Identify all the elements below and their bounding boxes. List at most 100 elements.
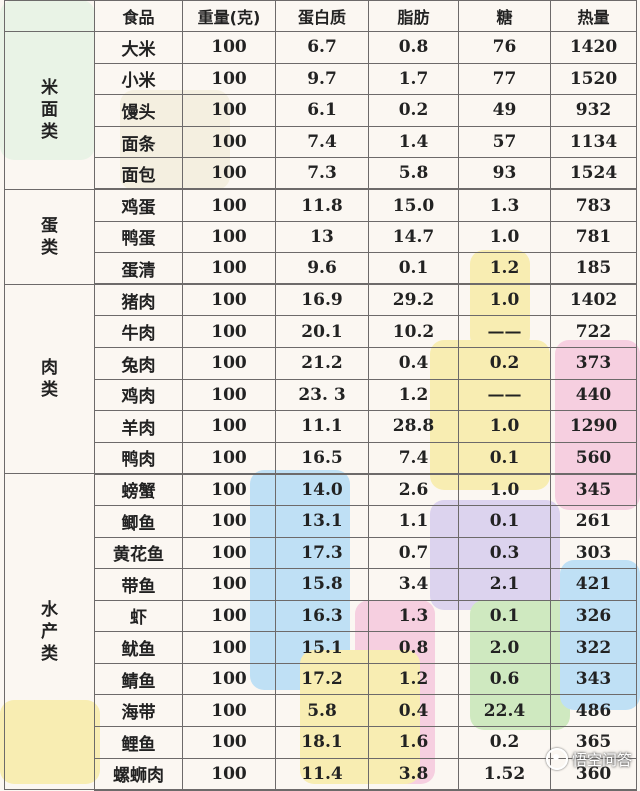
- calories-value: 1524: [550, 157, 637, 191]
- sugar-value: 1.0: [458, 283, 551, 317]
- protein-value: 11.4: [275, 757, 369, 791]
- calories-value: 560: [550, 441, 637, 475]
- header-row: 食品 重量(克) 蛋白质 脂肪 糖 热量: [4, 0, 637, 32]
- weight-value: 100: [182, 473, 276, 506]
- protein-value: 5.8: [275, 694, 369, 728]
- header-protein: 蛋白质: [275, 0, 369, 32]
- weight-value: 100: [182, 252, 276, 286]
- food-name: 带鱼: [94, 568, 183, 601]
- calories-value: 303: [550, 536, 637, 570]
- fat-value: 0.8: [368, 31, 459, 64]
- fat-value: 29.2: [368, 283, 459, 317]
- fat-value: 7.4: [368, 441, 459, 475]
- watermark-text: 悟空问答: [571, 750, 632, 769]
- fat-value: 28.8: [368, 410, 459, 443]
- protein-value: 16.3: [275, 599, 369, 633]
- weight-value: 100: [182, 536, 276, 570]
- calories-value: 1290: [550, 410, 637, 443]
- category-label: 肉类: [41, 358, 58, 401]
- weight-value: 100: [182, 410, 276, 443]
- food-name: 面包: [94, 157, 183, 191]
- food-name: 虾: [94, 599, 183, 633]
- fat-value: 1.1: [368, 504, 459, 538]
- sugar-value: 2.0: [458, 631, 551, 664]
- protein-value: 11.8: [275, 188, 369, 222]
- fat-value: 5.8: [368, 157, 459, 191]
- table-row: 鸭蛋 100 13 14.7 1.0 781: [5, 220, 637, 254]
- protein-value: 15.1: [275, 631, 369, 664]
- sugar-value: ——: [458, 378, 551, 412]
- food-name: 鱿鱼: [94, 631, 183, 664]
- sugar-value: 0.1: [458, 441, 551, 475]
- fat-value: 1.3: [368, 599, 459, 633]
- calories-value: 326: [550, 599, 637, 633]
- weight-value: 100: [182, 94, 276, 127]
- calories-value: 373: [550, 346, 637, 380]
- protein-value: 9.7: [275, 62, 369, 96]
- protein-value: 20.1: [275, 315, 369, 348]
- calories-value: 781: [550, 220, 637, 254]
- sugar-value: 0.2: [458, 346, 551, 380]
- sugar-value: 0.6: [458, 662, 551, 696]
- category-label: 米面类: [41, 78, 58, 143]
- calories-value: 486: [550, 694, 637, 728]
- fat-value: 0.4: [368, 346, 459, 380]
- food-name: 螺蛳肉: [94, 757, 183, 791]
- weight-value: 100: [182, 441, 276, 475]
- protein-value: 16.9: [275, 283, 369, 317]
- table-row: 牛肉 100 20.1 10.2 —— 722: [5, 315, 637, 348]
- calories-value: 722: [550, 315, 637, 348]
- weight-value: 100: [182, 599, 276, 633]
- calories-value: 261: [550, 504, 637, 538]
- sugar-value: 22.4: [458, 694, 551, 728]
- header-food: 食品: [94, 0, 183, 32]
- food-name: 鲫鱼: [94, 504, 183, 538]
- header-fat: 脂肪: [368, 0, 459, 32]
- table-row: 蛋清 100 9.6 0.1 1.2 185: [5, 252, 637, 286]
- weight-value: 100: [182, 283, 276, 317]
- calories-value: 1134: [550, 125, 637, 159]
- sugar-value: 2.1: [458, 568, 551, 601]
- category-cell: 水产类: [4, 473, 95, 791]
- food-name: 兔肉: [94, 346, 183, 380]
- header-sugar: 糖: [458, 0, 551, 32]
- food-name: 羊肉: [94, 410, 183, 443]
- fat-value: 0.1: [368, 252, 459, 286]
- fat-value: 3.4: [368, 568, 459, 601]
- table-row: 鲤鱼 100 18.1 1.6 0.2 365: [5, 726, 637, 759]
- sugar-value: 1.2: [458, 252, 551, 286]
- protein-value: 16.5: [275, 441, 369, 475]
- protein-value: 13.1: [275, 504, 369, 538]
- protein-value: 23. 3: [275, 378, 369, 412]
- table-row: 鲭鱼 100 17.2 1.2 0.6 343: [5, 662, 637, 696]
- calories-value: 345: [550, 473, 637, 506]
- fat-value: 1.2: [368, 378, 459, 412]
- fat-value: 1.4: [368, 125, 459, 159]
- fat-value: 15.0: [368, 188, 459, 222]
- food-name: 蛋清: [94, 252, 183, 286]
- weight-value: 100: [182, 220, 276, 254]
- weight-value: 100: [182, 62, 276, 96]
- table-row: 鱿鱼 100 15.1 0.8 2.0 322: [5, 631, 637, 664]
- protein-value: 17.2: [275, 662, 369, 696]
- protein-value: 7.3: [275, 157, 369, 191]
- calories-value: 322: [550, 631, 637, 664]
- table-row: 小米 100 9.7 1.7 77 1520: [5, 62, 637, 96]
- category-cell: 米面类: [4, 31, 95, 190]
- weight-value: 100: [182, 188, 276, 222]
- table-row: 螺蛳肉 100 11.4 3.8 1.52 360: [5, 757, 637, 791]
- fat-value: 10.2: [368, 315, 459, 348]
- food-name: 牛肉: [94, 315, 183, 348]
- protein-value: 21.2: [275, 346, 369, 380]
- table-row: 虾 100 16.3 1.3 0.1 326: [5, 599, 637, 633]
- protein-value: 14.0: [275, 473, 369, 506]
- fat-value: 1.7: [368, 62, 459, 96]
- watermark: 悟空问答: [545, 748, 632, 770]
- sugar-value: 1.3: [458, 188, 551, 222]
- weight-value: 100: [182, 504, 276, 538]
- weight-value: 100: [182, 157, 276, 191]
- food-name: 大米: [94, 31, 183, 64]
- sugar-value: 0.3: [458, 536, 551, 570]
- calories-value: 421: [550, 568, 637, 601]
- food-name: 鸡肉: [94, 378, 183, 412]
